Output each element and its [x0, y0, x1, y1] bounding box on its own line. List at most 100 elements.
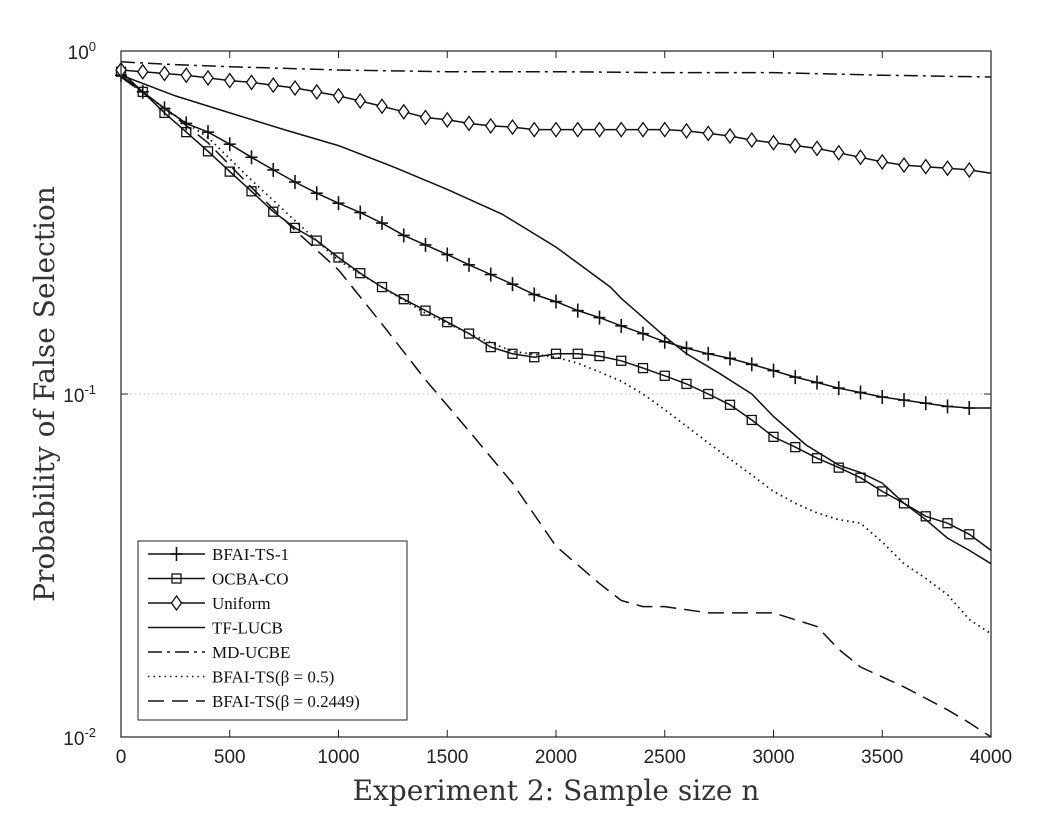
point-bfai-ts-1	[223, 137, 236, 152]
legend-marker-uniform	[170, 594, 183, 612]
legend-label-uniform: Uniform	[212, 594, 271, 613]
x-tick-label: 500	[214, 747, 246, 768]
point-uniform	[767, 134, 780, 151]
point-ocba-co	[442, 316, 453, 328]
point-bfai-ts-1	[745, 357, 758, 372]
point-bfai-ts-1	[550, 294, 562, 309]
series-line-md-ucbe	[120, 61, 992, 78]
point-ocba-co	[224, 166, 235, 177]
point-bfai-ts-1	[376, 216, 388, 231]
point-uniform	[289, 79, 301, 97]
x-tick-label: 1000	[317, 747, 359, 768]
point-uniform	[745, 131, 758, 149]
point-uniform	[854, 149, 867, 166]
y-tick-label: 10-1	[63, 382, 96, 407]
point-uniform	[267, 77, 280, 94]
point-ocba-co	[964, 529, 975, 540]
point-uniform	[419, 109, 432, 126]
point-ocba-co	[289, 222, 301, 234]
point-ocba-co	[724, 399, 736, 410]
x-tick-label: 2500	[644, 747, 686, 768]
point-uniform	[615, 121, 628, 138]
point-uniform	[376, 98, 388, 115]
series-bfai-ts-0-2449	[120, 76, 992, 738]
point-bfai-ts-1	[419, 237, 432, 252]
series-line-bfai-ts-0-2449	[120, 76, 992, 738]
point-bfai-ts-1	[310, 186, 323, 201]
point-uniform	[811, 140, 823, 157]
point-ocba-co	[811, 453, 823, 464]
point-bfai-ts-1	[963, 401, 976, 416]
series-tf-lucb	[120, 74, 992, 565]
point-ocba-co	[746, 414, 757, 426]
point-ocba-co	[485, 341, 496, 353]
legend-label-md-ucbe: MD-UCBE	[212, 643, 290, 662]
point-uniform	[463, 115, 475, 132]
point-bfai-ts-1	[484, 267, 497, 282]
point-uniform	[702, 125, 715, 142]
x-tick-label: 3500	[861, 747, 903, 768]
point-uniform	[202, 69, 214, 86]
point-ocba-co	[529, 352, 540, 363]
legend-label-ocba-co: OCBA-CO	[212, 570, 289, 589]
point-ocba-co	[376, 281, 388, 293]
point-uniform	[876, 153, 889, 171]
point-uniform	[637, 121, 649, 138]
legend-label-bfai-ts-1: BFAI-TS-1	[212, 545, 289, 564]
point-ocba-co	[877, 486, 888, 497]
legend-label-bfai-ts-0-5: BFAI-TS(β = 0.5)	[212, 668, 334, 687]
point-ocba-co	[790, 441, 801, 453]
point-bfai-ts-1	[593, 310, 606, 325]
point-uniform	[941, 160, 954, 177]
point-bfai-ts-1	[289, 175, 301, 190]
point-uniform	[397, 103, 410, 120]
point-bfai-ts-1	[832, 381, 845, 396]
point-uniform	[658, 121, 671, 138]
point-bfai-ts-1	[876, 390, 889, 405]
series-bfai-ts-1	[115, 68, 991, 416]
point-uniform	[963, 161, 976, 179]
series-layer	[115, 61, 992, 738]
point-uniform	[506, 118, 519, 136]
point-ocba-co	[768, 431, 779, 443]
point-ocba-co	[572, 348, 583, 359]
point-ocba-co	[703, 388, 714, 400]
point-bfai-ts-1	[615, 318, 628, 333]
point-uniform	[789, 137, 802, 154]
series-md-ucbe	[120, 61, 992, 78]
x-tick-label: 0	[116, 747, 127, 768]
point-uniform	[724, 127, 736, 145]
point-bfai-ts-1	[332, 196, 345, 211]
point-ocba-co	[398, 294, 409, 305]
point-bfai-ts-1	[528, 287, 541, 302]
point-ocba-co	[942, 518, 953, 529]
point-bfai-ts-1	[941, 399, 954, 414]
point-ocba-co	[507, 348, 518, 359]
legend-label-bfai-ts-0-2449: BFAI-TS(β = 0.2449)	[212, 692, 360, 711]
point-uniform	[593, 121, 606, 138]
point-ocba-co	[898, 498, 910, 509]
point-ocba-co	[202, 146, 214, 157]
point-ocba-co	[268, 206, 279, 217]
axis-ticks: 0 500 1000 1500 2000 2500 3000 3500 4000 100 10-1 1…	[63, 39, 1012, 768]
point-uniform	[223, 72, 236, 89]
point-bfai-ts-1	[789, 370, 802, 385]
point-bfai-ts-1	[724, 351, 736, 366]
point-ocba-co	[137, 86, 148, 98]
point-bfai-ts-1	[919, 396, 932, 411]
point-bfai-ts-1	[354, 205, 367, 220]
point-ocba-co	[420, 305, 431, 316]
point-bfai-ts-1	[898, 393, 910, 408]
legend-marker-bfai-ts-1	[170, 547, 183, 561]
point-bfai-ts-1	[571, 303, 584, 318]
point-uniform	[310, 83, 323, 100]
point-uniform	[354, 92, 367, 110]
point-ocba-co	[594, 350, 605, 362]
x-tick-label: 2000	[535, 747, 577, 768]
point-ocba-co	[355, 268, 366, 279]
x-tick-label: 4000	[970, 747, 1012, 768]
point-ocba-co	[833, 462, 844, 473]
point-uniform	[484, 117, 497, 134]
point-uniform	[441, 111, 454, 128]
